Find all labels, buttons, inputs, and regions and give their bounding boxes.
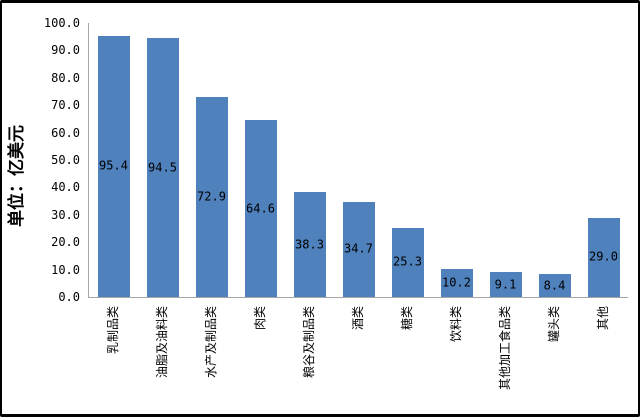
bar-value-label: 64.6 [246,201,275,215]
bar-value-label: 9.1 [494,277,517,292]
x-axis-label: 乳制品类 [105,306,120,355]
bar [391,227,424,297]
bar [97,35,130,297]
x-axis-label: 罐头类 [546,306,561,343]
bar-value-label: 29.0 [589,249,618,264]
y-axis-tick-label: 70.0 [51,98,80,113]
y-axis-tick-label: 20.0 [51,235,80,250]
y-axis-tick-label: 60.0 [51,125,80,140]
bar-value-label: 8.4 [543,278,566,292]
x-axis-label: 糖类 [399,306,414,331]
bar-value-label: 25.3 [393,254,422,269]
y-axis-tick-label: 100.0 [43,16,80,30]
x-axis-label: 水产及制品类 [203,306,218,379]
bar-value-label: 38.3 [295,237,324,252]
x-axis-label: 饮料类 [448,306,463,343]
y-axis-tick-label: 90.0 [51,43,80,58]
bar-value-label: 10.2 [442,275,471,290]
bar-value-label: 72.9 [197,189,226,204]
bar [342,201,375,297]
y-axis-tick-label: 80.0 [51,70,80,85]
bar [440,269,473,297]
x-axis-label: 其他加工食品类 [497,306,512,391]
x-axis-label: 其他 [595,306,610,331]
bar [146,38,179,297]
bar [538,273,571,297]
bar [489,272,522,297]
bar [244,120,277,297]
x-axis-label: 肉类 [252,306,267,331]
bar-value-label: 34.7 [344,241,373,256]
y-axis-tick-label: 40.0 [51,180,80,195]
plot-area: 95.4 94.5 72.9 64.6 38.3 34.7 25.3 10.2 9.1 8.4 29… [88,23,628,298]
x-axis-label: 油脂及油料类 [154,306,169,379]
y-axis-tick-label: 10.0 [51,262,80,277]
y-axis-tick-label: 0.0 [58,290,80,304]
y-axis-tick-label: 50.0 [51,153,80,167]
bar [587,217,620,297]
x-axis-label: 酒类 [350,306,365,331]
bar-value-label: 94.5 [148,160,177,175]
x-axis-label: 粮谷及制品类 [301,306,316,379]
bar [293,192,326,297]
bar-value-label: 95.4 [99,158,128,173]
bar [195,97,228,297]
y-axis-tick-label: 30.0 [51,207,80,222]
